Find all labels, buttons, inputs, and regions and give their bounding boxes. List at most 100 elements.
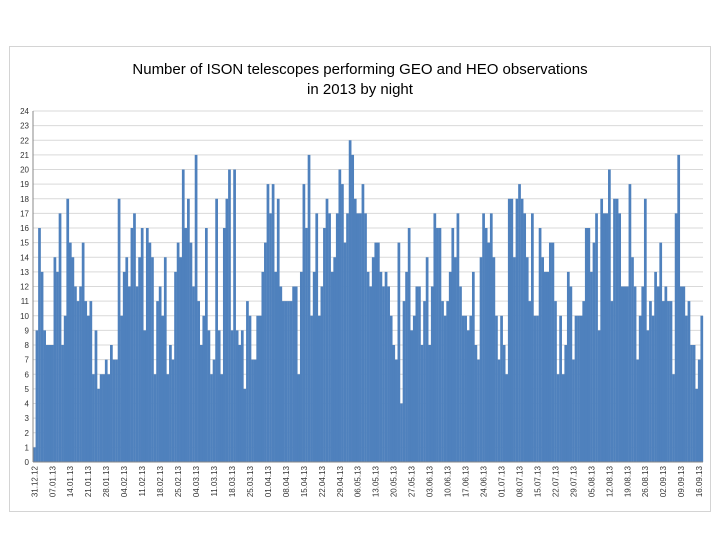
bar (66, 198, 70, 462)
bar (474, 345, 478, 462)
bar (110, 345, 113, 462)
bar (525, 257, 529, 462)
bar (210, 374, 213, 462)
bar (515, 198, 519, 462)
bar (638, 315, 642, 462)
bar (690, 345, 693, 462)
bar (659, 242, 663, 463)
bar (43, 330, 46, 463)
bar (315, 213, 319, 463)
bar (156, 301, 159, 463)
y-tick-label: 23 (20, 122, 29, 131)
bar (174, 271, 177, 463)
bar (261, 271, 265, 463)
bar (625, 286, 629, 462)
bar (531, 213, 534, 463)
x-tick-label: 29.04.13 (336, 465, 345, 497)
bar (492, 257, 496, 462)
bar (495, 315, 498, 462)
bar (423, 301, 426, 463)
x-tick-label: 15.04.13 (300, 465, 309, 497)
bar (631, 257, 634, 462)
bar (50, 345, 54, 462)
bar (325, 198, 329, 462)
y-tick-label: 11 (21, 297, 30, 306)
bar (428, 345, 432, 462)
bar (543, 271, 547, 463)
bar (335, 213, 339, 463)
bar (222, 228, 226, 462)
x-tick-label: 24.06.13 (480, 465, 489, 497)
bar (618, 213, 622, 463)
bar (454, 257, 457, 462)
y-tick-label: 10 (20, 312, 29, 321)
bar (623, 286, 627, 462)
bar (374, 242, 378, 463)
bar (651, 315, 655, 462)
bar (264, 242, 267, 463)
bar (243, 388, 247, 463)
bar (140, 228, 144, 462)
bar (45, 345, 49, 462)
bar (412, 315, 416, 462)
bar (240, 330, 244, 463)
bar (38, 228, 41, 462)
bar (595, 213, 598, 463)
bar (184, 228, 188, 462)
bar (410, 330, 414, 463)
bar (248, 315, 252, 462)
bar (305, 228, 308, 462)
y-tick-label: 16 (20, 224, 29, 233)
bar (700, 315, 704, 462)
x-tick-label: 02.09.13 (659, 465, 668, 497)
bar (661, 301, 665, 463)
y-tick-label: 9 (25, 326, 30, 335)
bar (587, 228, 591, 462)
bar (574, 315, 578, 462)
bar (620, 286, 624, 462)
bar (317, 315, 321, 462)
bar (89, 301, 93, 463)
bar (192, 286, 195, 462)
bar (79, 286, 82, 462)
bar (68, 242, 72, 463)
bar (628, 184, 632, 463)
bar (212, 359, 216, 463)
bar (135, 286, 139, 462)
bar (507, 198, 511, 462)
bar (294, 286, 298, 462)
x-tick-label: 15.07.13 (533, 465, 542, 497)
bar (687, 301, 691, 463)
bar (143, 330, 147, 463)
bar (356, 213, 360, 463)
bar (610, 301, 614, 463)
bar (343, 242, 347, 463)
bar (418, 286, 421, 462)
bar (351, 154, 355, 463)
bar (194, 154, 198, 463)
bar (235, 330, 239, 463)
bar (471, 271, 475, 463)
bar (646, 330, 650, 463)
y-tick-label: 21 (20, 151, 29, 160)
bar (120, 315, 123, 462)
bar (695, 388, 699, 463)
x-tick-label: 08.07.13 (515, 465, 524, 497)
bar (394, 359, 398, 463)
bar (307, 154, 311, 463)
bar (487, 242, 491, 463)
bar (674, 213, 678, 463)
bar (572, 359, 575, 463)
bar (389, 315, 393, 462)
bar (510, 198, 514, 462)
x-tick-label: 12.08.13 (605, 465, 614, 497)
bar (53, 257, 57, 462)
bar (477, 359, 480, 463)
bar (199, 345, 203, 462)
bar (330, 271, 334, 463)
bar (217, 330, 221, 463)
bar (320, 286, 324, 462)
bar (392, 345, 396, 462)
bar (158, 286, 162, 462)
